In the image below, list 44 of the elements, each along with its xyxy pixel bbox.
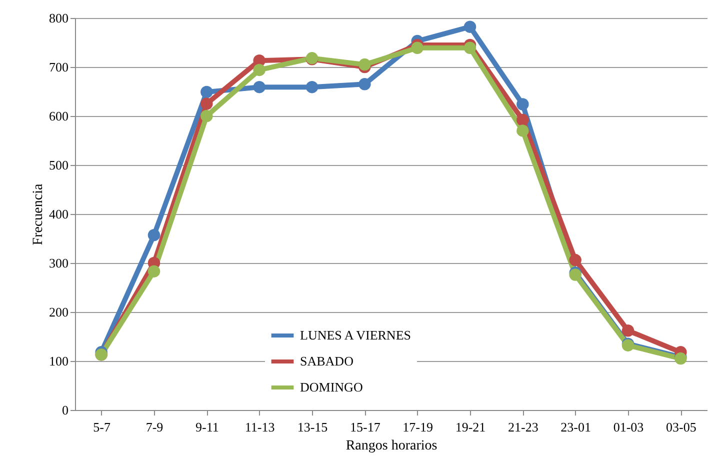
x-tick-label: 13-15 [297, 420, 328, 434]
point [569, 254, 582, 266]
y-tick-label: 400 [49, 206, 68, 222]
x-tick-label: 5-7 [93, 420, 111, 434]
point [306, 80, 318, 94]
point [200, 110, 213, 122]
y-axis-title: Frecuencia [31, 183, 46, 246]
point [411, 42, 424, 54]
legend-label: DOMINGO [300, 380, 363, 394]
point [148, 265, 160, 278]
y-tick-label: 0 [62, 402, 68, 418]
x-axis-title: Rangos horarios [346, 438, 438, 454]
y-tick-label: 500 [49, 158, 68, 172]
legend-label: LUNES A VIERNES [300, 328, 411, 342]
point [358, 78, 371, 90]
y-tick-label: 600 [49, 108, 68, 124]
x-tick-label: 21-23 [508, 420, 538, 434]
point [253, 80, 266, 94]
point [200, 98, 213, 110]
x-tick-label: 01-03 [613, 420, 644, 434]
point [464, 42, 476, 54]
x-tick-label: 9-11 [195, 420, 219, 434]
point [148, 228, 160, 242]
x-tick-label: 19-21 [455, 420, 486, 434]
y-tick-label: 200 [49, 304, 68, 320]
point [253, 64, 266, 76]
legend-label: SABADO [300, 354, 354, 368]
point [516, 114, 529, 126]
x-tick-label: 03-05 [666, 420, 696, 434]
x-tick-label: 17-19 [402, 420, 434, 434]
point [516, 98, 529, 110]
x-tick-label: 23-01 [560, 420, 592, 434]
y-tick-label: 700 [49, 60, 68, 74]
point [464, 20, 476, 33]
point [622, 324, 634, 337]
y-tick-label: 100 [49, 354, 68, 368]
x-tick-label: 11-13 [244, 420, 275, 434]
x-tick-label: 15-17 [350, 420, 381, 434]
x-tick-label: 7-9 [146, 420, 164, 434]
point [516, 124, 529, 137]
point [200, 86, 213, 98]
y-tick-label: 800 [49, 10, 68, 26]
point [358, 58, 371, 71]
y-tick-label: 300 [49, 256, 68, 270]
